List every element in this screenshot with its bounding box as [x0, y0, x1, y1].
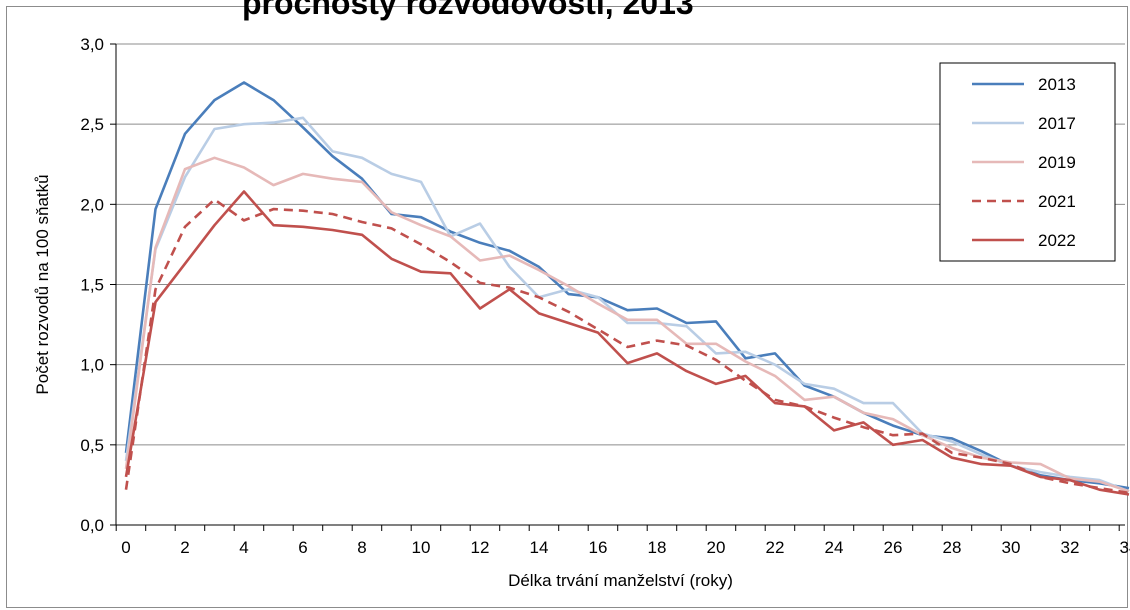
x-tick-label: 22 — [766, 538, 785, 557]
chart-title-partial: pročnosty rozvodovosti, 2013 — [242, 0, 694, 21]
y-tick-label: 2,5 — [80, 115, 104, 134]
x-tick-label: 14 — [530, 538, 549, 557]
x-tick-label: 28 — [943, 538, 962, 557]
x-tick-label: 10 — [412, 538, 431, 557]
series-lines — [124, 81, 1130, 496]
chart-frame: pročnosty rozvodovosti, 2013 — [6, 0, 1128, 608]
x-tick-label: 20 — [707, 538, 726, 557]
legend-box — [939, 62, 1116, 262]
x-tick-label: 8 — [357, 538, 366, 557]
grid-lines — [116, 43, 1125, 446]
x-tick-label: 30 — [1002, 538, 1021, 557]
legend: 2013 2017 2019 2021 2022 — [939, 62, 1116, 262]
legend-label-2022: 2022 — [1038, 231, 1076, 250]
y-tick-labels: 0,0 0,5 1,0 1,5 2,0 2,5 3,0 — [80, 35, 104, 535]
legend-label-2021: 2021 — [1038, 192, 1076, 211]
axes — [110, 43, 1125, 531]
x-tick-label: 2 — [180, 538, 189, 557]
series-line-2022 — [124, 190, 1130, 496]
y-tick-label: 0,5 — [80, 436, 104, 455]
y-tick-label: 3,0 — [80, 35, 104, 54]
series-line-2021 — [124, 198, 1130, 495]
y-tick-label: 1,5 — [80, 276, 104, 295]
x-tick-label: 34 — [1120, 538, 1130, 557]
legend-label-2013: 2013 — [1038, 75, 1076, 94]
x-tick-label: 12 — [471, 538, 490, 557]
series-line-2017 — [124, 116, 1130, 493]
x-tick-labels: 0246810121416182022242628303234 — [121, 538, 1130, 557]
y-tick-label: 2,0 — [80, 195, 104, 214]
y-tick-label: 0,0 — [80, 516, 104, 535]
legend-label-2019: 2019 — [1038, 153, 1076, 172]
x-tick-label: 6 — [298, 538, 307, 557]
x-tick-label: 24 — [825, 538, 844, 557]
x-axis-label: Délka trvání manželství (roky) — [508, 571, 733, 590]
y-tick-label: 1,0 — [80, 356, 104, 375]
legend-label-2017: 2017 — [1038, 114, 1076, 133]
x-tick-label: 18 — [648, 538, 667, 557]
series-line-2019 — [124, 156, 1130, 493]
y-axis-label: Počet rozvodů na 100 sňatků — [33, 174, 52, 394]
x-tick-label: 26 — [884, 538, 903, 557]
x-tick-label: 16 — [589, 538, 608, 557]
x-tick-label: 4 — [239, 538, 248, 557]
x-tick-label: 0 — [121, 538, 130, 557]
x-tick-label: 32 — [1061, 538, 1080, 557]
